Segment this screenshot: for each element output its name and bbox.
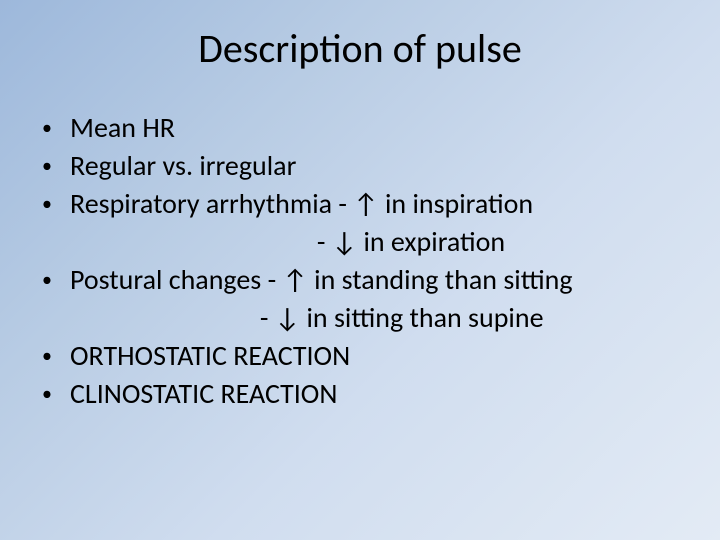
list-item-text: Mean HR xyxy=(70,109,690,147)
slide-title: Description of pulse xyxy=(0,0,720,109)
list-item: • Postural changes - ↑ in standing than … xyxy=(42,261,690,299)
list-item-text: CLINOSTATIC REACTION xyxy=(70,375,690,413)
bullet-icon: • xyxy=(42,109,70,147)
list-item: • Mean HR xyxy=(42,109,690,147)
list-item-text: Postural changes - ↑ in standing than si… xyxy=(70,261,690,299)
list-item: • Respiratory arrhythmia - ↑ in inspirat… xyxy=(42,185,690,223)
bullet-icon: • xyxy=(42,147,70,185)
list-item: • Regular vs. irregular xyxy=(42,147,690,185)
list-item: • ORTHOSTATIC REACTION xyxy=(42,337,690,375)
list-item-text: Regular vs. irregular xyxy=(70,147,690,185)
bullet-icon: • xyxy=(42,261,70,299)
bullet-icon: • xyxy=(42,375,70,413)
list-item-text: ORTHOSTATIC REACTION xyxy=(70,337,690,375)
list-item-continuation: - ↓ in expiration xyxy=(42,223,690,261)
list-item-text: Respiratory arrhythmia - ↑ in inspiratio… xyxy=(70,185,690,223)
bullet-icon: • xyxy=(42,337,70,375)
list-item: • CLINOSTATIC REACTION xyxy=(42,375,690,413)
slide: Description of pulse • Mean HR • Regular… xyxy=(0,0,720,540)
list-item-continuation: - ↓ in sitting than supine xyxy=(42,299,690,337)
slide-body: • Mean HR • Regular vs. irregular • Resp… xyxy=(0,109,720,413)
bullet-icon: • xyxy=(42,185,70,223)
